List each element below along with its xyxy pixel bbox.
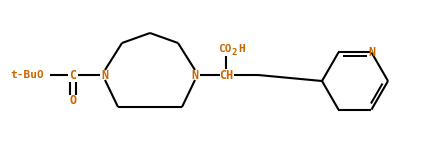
Text: H: H xyxy=(238,44,245,54)
Text: N: N xyxy=(191,69,198,82)
Text: N: N xyxy=(102,69,108,82)
Text: t-BuO: t-BuO xyxy=(10,70,44,80)
Text: 2: 2 xyxy=(232,47,238,56)
Text: O: O xyxy=(69,95,76,108)
Text: C: C xyxy=(69,69,76,82)
Text: N: N xyxy=(368,46,375,59)
Text: CO: CO xyxy=(218,44,232,54)
Text: CH: CH xyxy=(219,69,233,82)
